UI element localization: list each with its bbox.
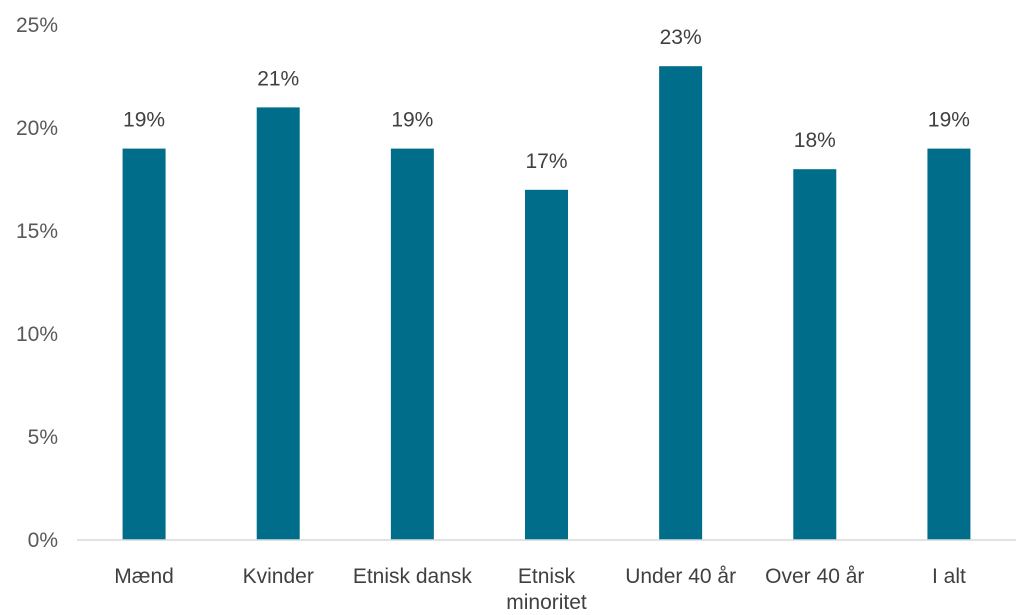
bar — [525, 189, 568, 541]
x-tick-label: Mænd — [114, 565, 174, 588]
y-tick-label: 15% — [16, 220, 58, 243]
x-tick-label: Over 40 år — [765, 565, 864, 588]
y-tick-label: 5% — [28, 426, 58, 449]
x-tick-label: Kvinder — [243, 565, 314, 588]
x-tick-label: minoritet — [506, 591, 587, 614]
data-label: 19% — [928, 109, 970, 132]
x-tick-label: Under 40 år — [625, 565, 736, 588]
bar — [793, 169, 837, 540]
bars — [122, 66, 971, 541]
x-tick-label: Etnisk — [518, 565, 576, 588]
y-axis: 0% 5% 10% 15% 20% 25% — [16, 14, 58, 552]
data-label: 18% — [794, 129, 836, 152]
data-label: 21% — [257, 67, 299, 90]
y-tick-label: 0% — [28, 529, 58, 552]
bar — [927, 148, 971, 540]
y-tick-label: 10% — [16, 323, 58, 346]
bar — [390, 148, 434, 540]
data-label: 17% — [525, 150, 567, 173]
data-labels: 19% 21% 19% 17% 23% 18% 19% — [123, 26, 970, 173]
y-tick-label: 25% — [16, 14, 58, 37]
bar — [122, 148, 166, 540]
bar — [256, 107, 300, 541]
data-label: 19% — [391, 109, 433, 132]
bar — [659, 66, 703, 540]
x-tick-label: Etnisk dansk — [353, 565, 473, 588]
x-axis: Mænd Kvinder Etnisk dansk Etnisk minoritet Un… — [77, 539, 1016, 614]
data-label: 23% — [660, 26, 702, 49]
y-tick-label: 20% — [16, 117, 58, 140]
data-label: 19% — [123, 109, 165, 132]
x-tick-label: I alt — [932, 565, 966, 588]
